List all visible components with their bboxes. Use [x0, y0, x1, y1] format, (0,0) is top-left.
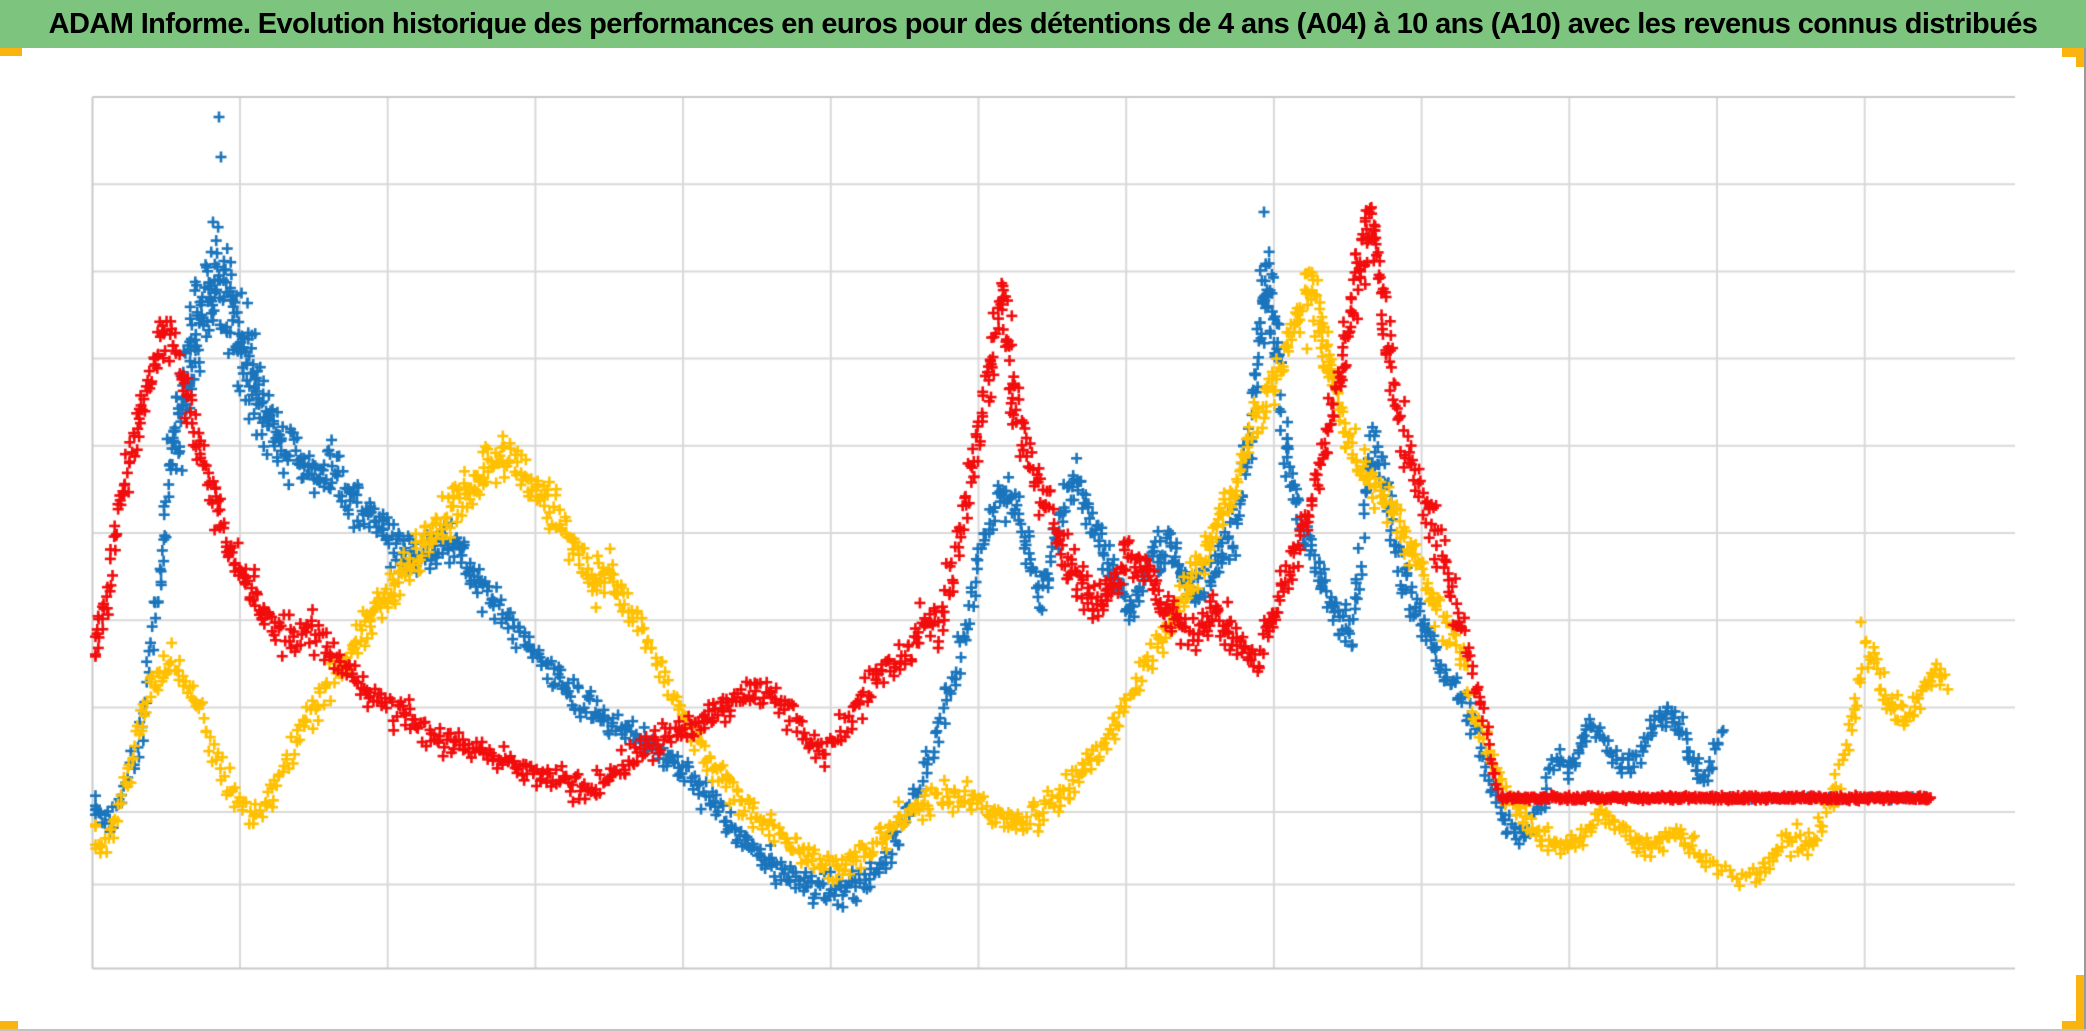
window-right-edge	[2084, 48, 2086, 1031]
selection-corner-top-right-stub[interactable]	[2076, 48, 2086, 67]
selection-corner-bottom-right[interactable]	[2062, 1021, 2086, 1031]
selection-corner-bottom-left[interactable]	[0, 1021, 18, 1030]
selection-corner-top-left[interactable]	[0, 48, 22, 56]
window-bottom-edge	[0, 1029, 2086, 1031]
selection-corner-top-right[interactable]	[2062, 48, 2086, 57]
selection-corner-bottom-right-stub[interactable]	[2076, 975, 2086, 1031]
